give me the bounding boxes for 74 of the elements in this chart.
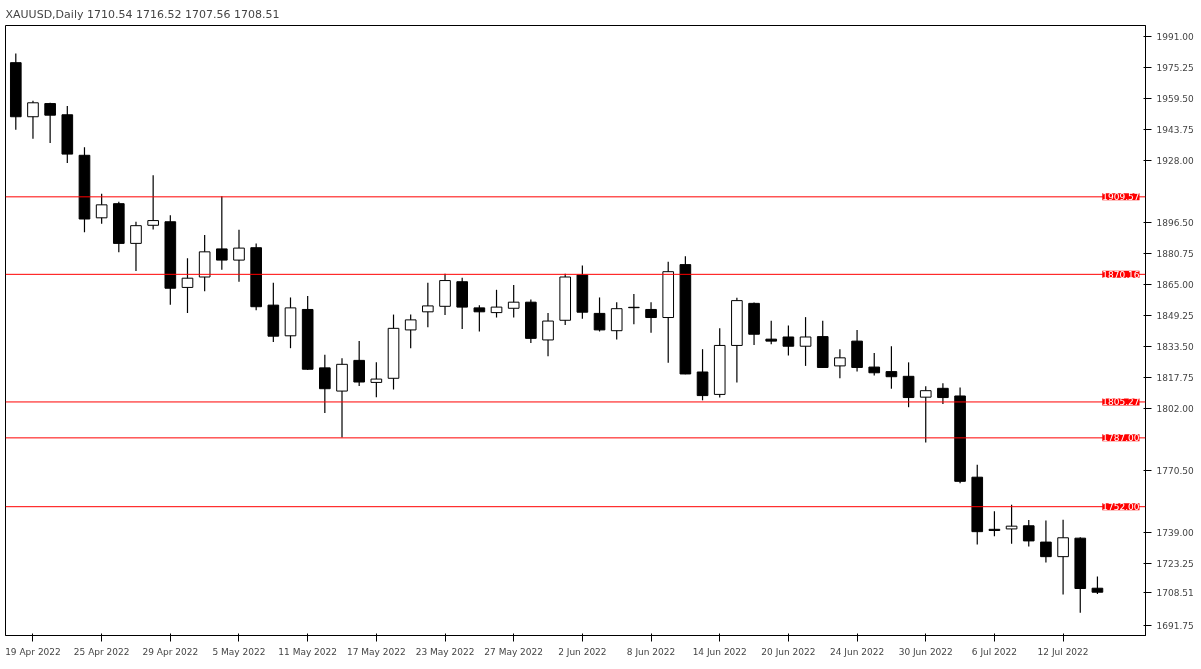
candlestick (216, 195, 228, 271)
candlestick (370, 361, 383, 398)
candlestick (593, 296, 606, 333)
y-tick-label: 1928.00 (1156, 156, 1194, 167)
candlestick (799, 316, 812, 367)
x-tick-label: 17 May 2022 (347, 646, 406, 657)
candlestick (885, 345, 898, 390)
y-tick-label: 1865.00 (1156, 279, 1194, 290)
candlestick (181, 257, 194, 314)
candlestick (507, 284, 520, 319)
x-tick-label: 2 Jun 2022 (558, 646, 607, 657)
ref-line-label: 1805.27 (1102, 397, 1140, 408)
candlestick (645, 301, 657, 334)
candlestick (782, 324, 795, 357)
chart-title: XAUUSD,Daily 1710.54 1716.52 1707.56 1708.51 (5, 7, 280, 21)
candlestick (130, 221, 142, 272)
y-tick-label: 1975.25 (1156, 63, 1194, 74)
y-tick-label: 1849.25 (1156, 310, 1194, 321)
candlestick (765, 320, 778, 345)
candlestick (147, 174, 159, 231)
x-tick-label: 23 May 2022 (415, 646, 475, 657)
candlestick (834, 348, 846, 379)
x-tick-label: 12 Jul 2022 (1037, 646, 1089, 657)
candlestick (95, 193, 108, 225)
x-tick-label: 24 Jun 2022 (830, 646, 885, 657)
x-tick-label: 29 Apr 2022 (142, 646, 199, 657)
x-tick-label: 6 Jul 2022 (971, 646, 1018, 657)
candlestick (610, 301, 623, 341)
candlestick (27, 100, 39, 140)
x-tick-label: 8 Jun 2022 (626, 646, 676, 657)
candlestick (1005, 504, 1018, 545)
candlestick (404, 313, 417, 349)
y-tick-label: 1896.50 (1156, 218, 1194, 229)
x-tick-label: 14 Jun 2022 (692, 646, 747, 657)
y-tick-label: 1739.00 (1156, 527, 1194, 538)
ref-line-label: 1909.57 (1102, 192, 1140, 203)
candlestick (937, 382, 949, 405)
candlestick (868, 352, 881, 377)
y-tick-label: 1802.00 (1156, 403, 1194, 414)
x-tick-label: 11 May 2022 (278, 646, 338, 657)
candlestick (44, 102, 56, 144)
candlestick (696, 348, 709, 401)
candlestick (1057, 519, 1069, 596)
candlestick (473, 304, 486, 333)
y-tick-label: 1880.75 (1156, 249, 1194, 260)
candlestick (988, 510, 1001, 537)
y-tick-label: 1943.75 (1156, 125, 1194, 136)
ref-line-label: 1752.00 (1102, 502, 1140, 513)
y-tick-label: 1708.51 (1156, 587, 1194, 598)
candlestick (1022, 519, 1035, 548)
x-tick-label: 30 Jun 2022 (898, 646, 953, 657)
candlestick (319, 354, 331, 414)
y-tick-label: 1833.50 (1156, 341, 1194, 352)
x-tick-label: 25 Apr 2022 (73, 646, 130, 657)
y-tick-label: 1691.75 (1156, 620, 1194, 631)
x-tick-label: 20 Jun 2022 (761, 646, 816, 657)
candlestick (353, 340, 365, 387)
y-tick-label: 1723.25 (1156, 558, 1194, 569)
ref-line-label: 1787.00 (1102, 433, 1140, 444)
y-tick-label: 1817.75 (1156, 372, 1194, 383)
candlestick (542, 312, 554, 357)
ref-line-label: 1870.16 (1102, 269, 1140, 280)
y-tick-label: 1991.00 (1156, 32, 1194, 43)
candlestick (422, 282, 434, 328)
y-tick-label: 1959.50 (1156, 94, 1194, 105)
x-tick-label: 5 May 2022 (212, 646, 266, 657)
candlestick (490, 289, 503, 319)
x-tick-label: 27 May 2022 (484, 646, 544, 657)
candlestick (1040, 519, 1052, 564)
candlestick (233, 229, 245, 283)
y-tick-label: 1770.50 (1156, 465, 1194, 476)
candlestick (919, 385, 932, 443)
candlestick (902, 361, 915, 408)
x-tick-label: 19 Apr 2022 (5, 646, 61, 657)
